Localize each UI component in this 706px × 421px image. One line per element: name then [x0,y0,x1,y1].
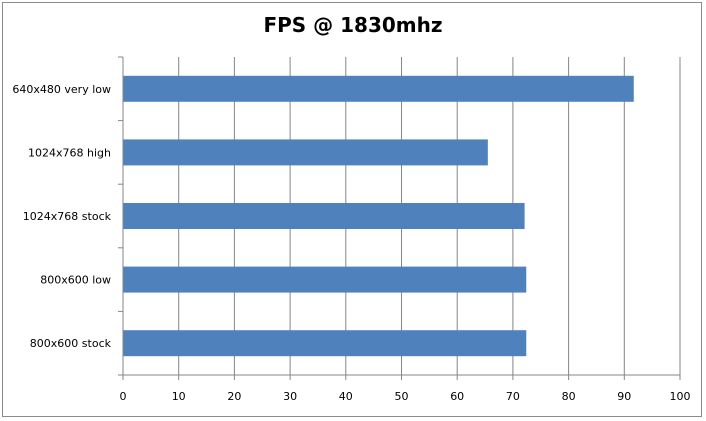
x-tick-label-70: 70 [506,390,520,403]
tick-labels: 640x480 very low 1024x768 high 1024x768 st… [12,83,690,403]
axes [118,56,681,380]
x-tick-label-100: 100 [670,390,691,403]
bar-3 [123,266,527,293]
y-tick-label-2: 1024x768 stock [23,210,112,223]
bar-4 [123,330,527,357]
x-tick-label-80: 80 [562,390,576,403]
x-tick-label-60: 60 [450,390,464,403]
bar-2 [123,203,525,229]
x-tick-label-10: 10 [172,390,186,403]
x-tick-label-50: 50 [395,390,409,403]
bar-1 [123,139,488,166]
x-tick-label-30: 30 [283,390,297,403]
x-tick-label-90: 90 [617,390,631,403]
bars [123,75,634,357]
y-tick-label-3: 800x600 low [40,274,111,287]
y-tick-label-0: 640x480 very low [12,83,111,96]
x-tick-label-0: 0 [120,390,127,403]
bar-0 [123,75,634,102]
y-tick-label-4: 800x600 stock [30,337,112,350]
chart-title: FPS @ 1830mhz [263,13,443,37]
x-tick-label-20: 20 [227,390,241,403]
y-tick-label-1: 1024x768 high [28,146,111,159]
x-tick-label-40: 40 [339,390,353,403]
